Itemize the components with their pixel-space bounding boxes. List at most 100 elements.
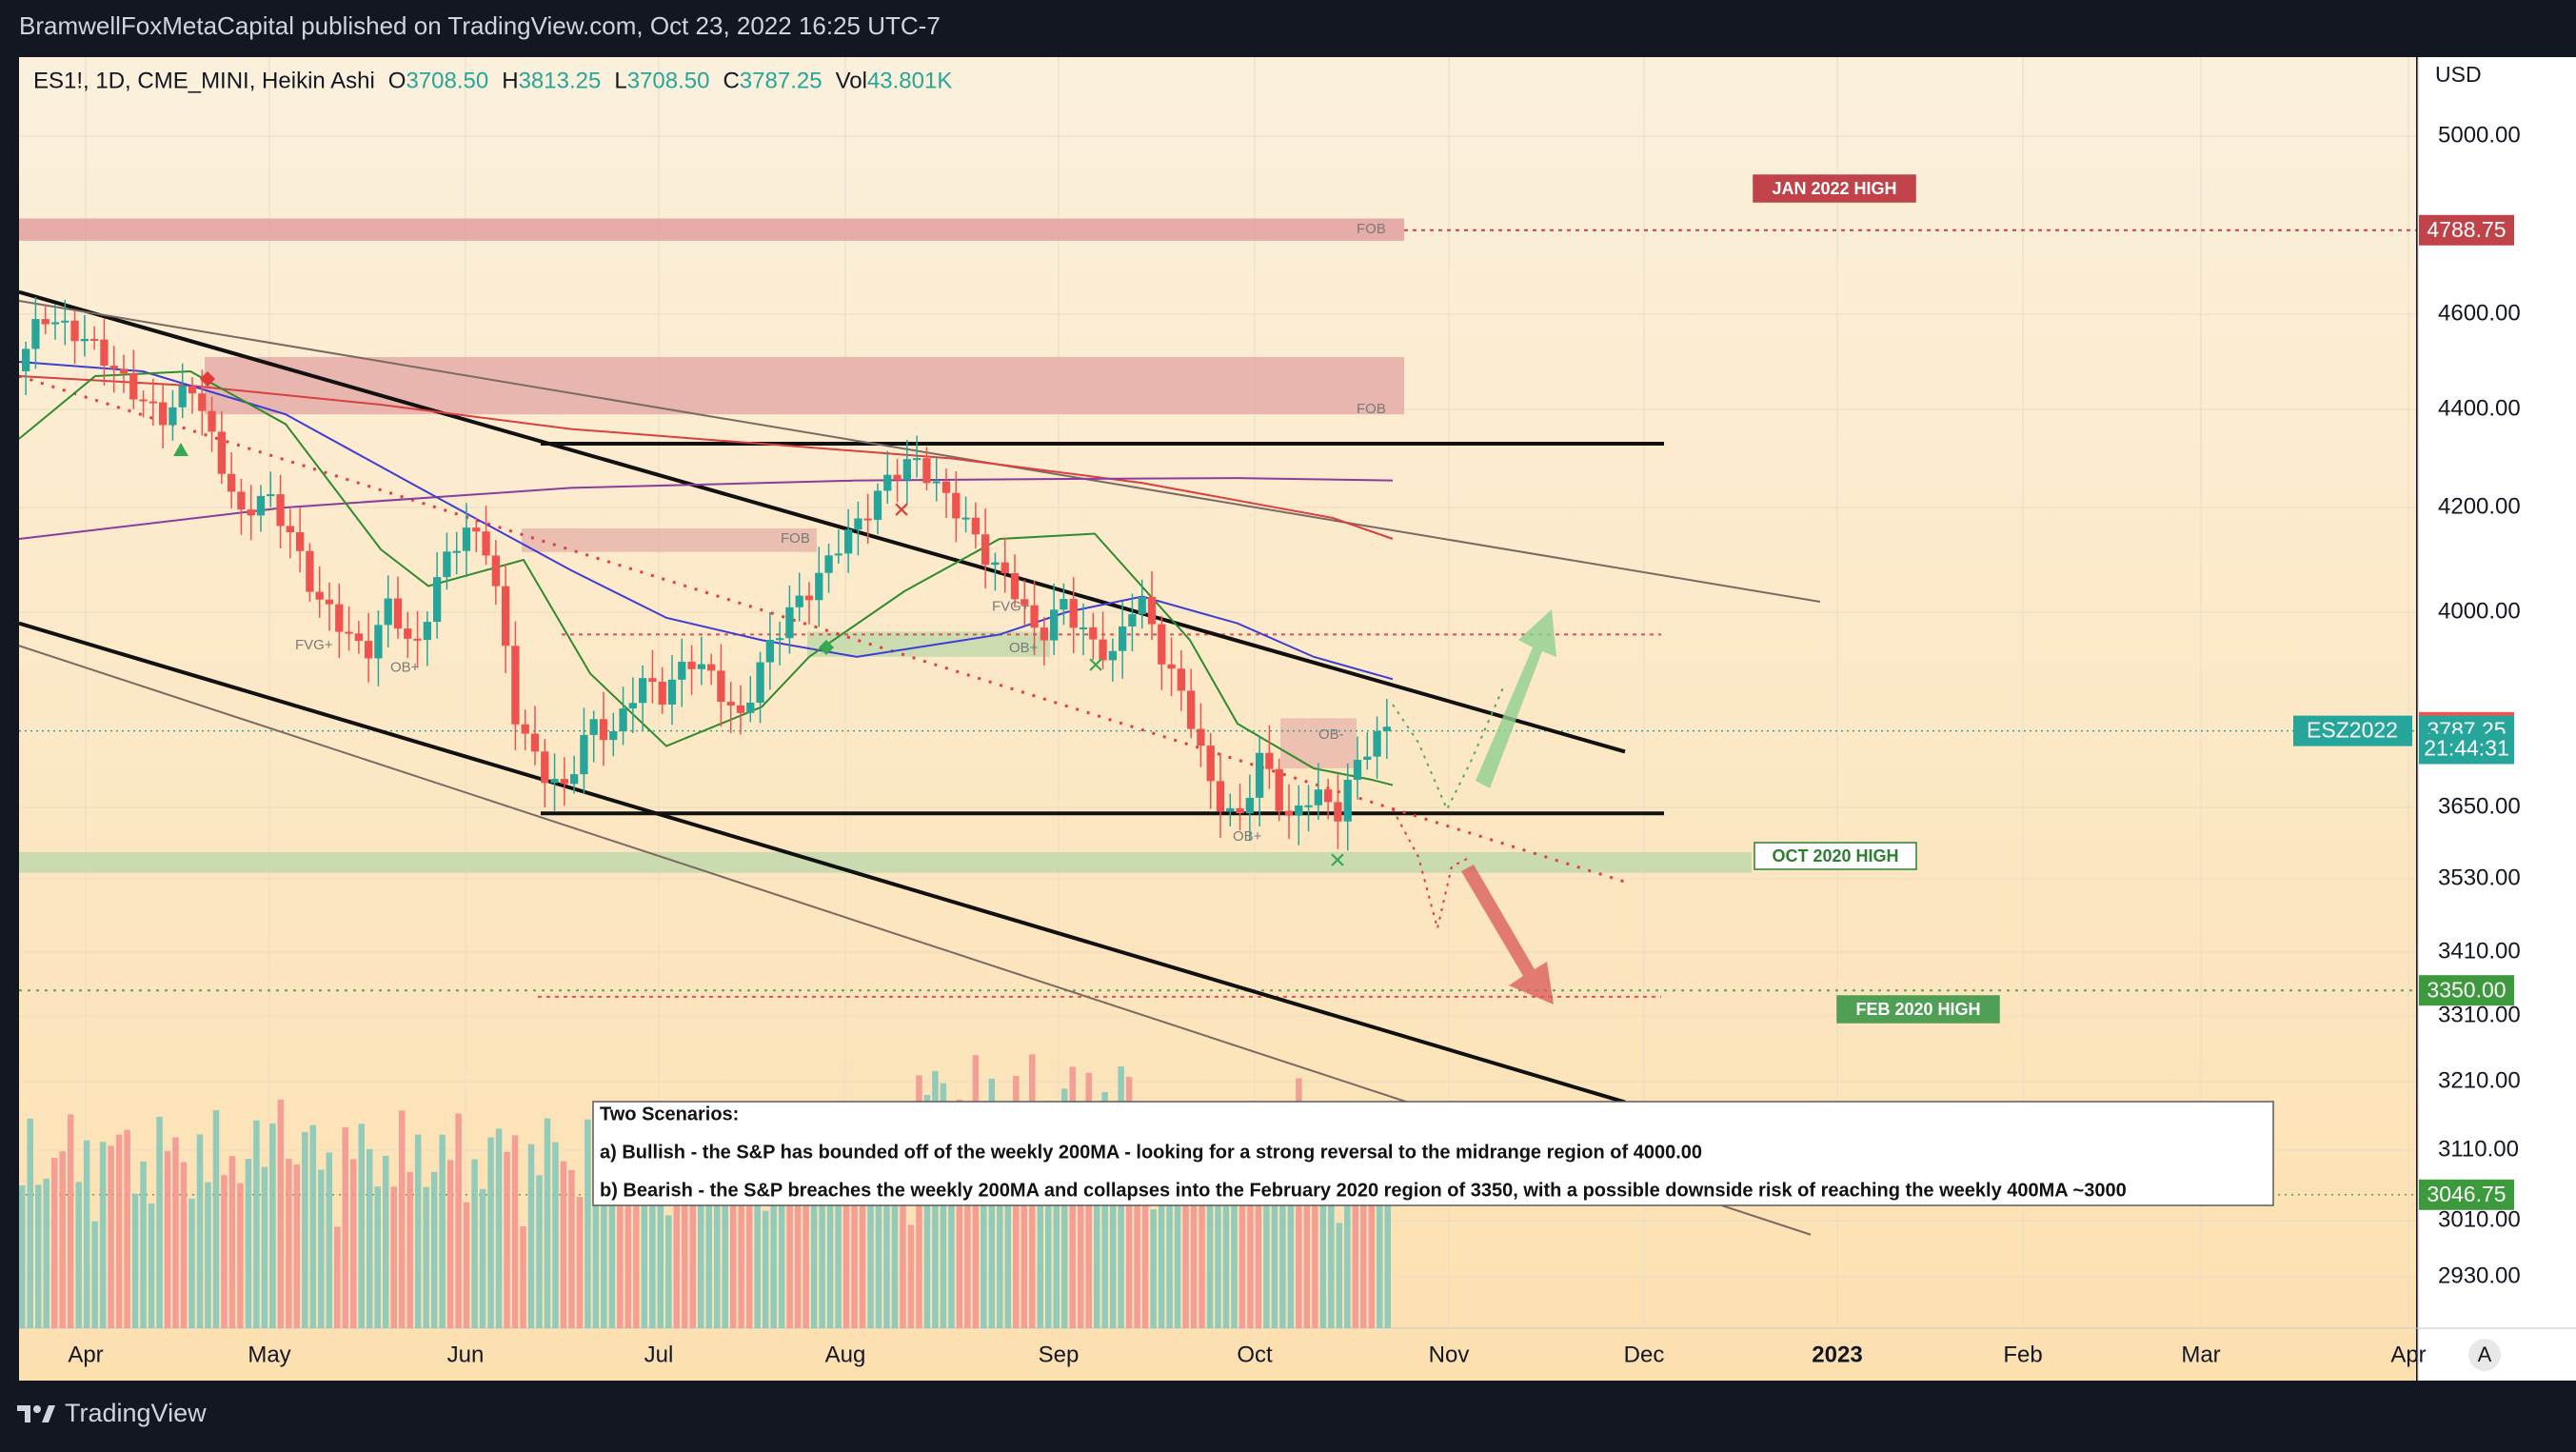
- time-tick-label: Mar: [2181, 1342, 2220, 1367]
- volume-bar: [1150, 1209, 1157, 1328]
- volume-bar: [786, 1111, 793, 1328]
- candle-body: [609, 730, 618, 741]
- volume-bar: [286, 1159, 292, 1328]
- candle-body: [90, 338, 99, 341]
- candle-body: [452, 550, 461, 553]
- volume-bar: [75, 1182, 82, 1328]
- volume-bar: [430, 1171, 438, 1328]
- zone-ob-minus-oct: [1280, 718, 1357, 768]
- volume-bar: [956, 1099, 963, 1328]
- volume-bar: [309, 1124, 317, 1328]
- candle-body: [1158, 624, 1166, 665]
- volume-bar: [1182, 1162, 1189, 1328]
- volume-bar: [722, 1198, 728, 1328]
- marker-cross-green: ×: [1087, 649, 1104, 681]
- price-tick-label: 5000.00: [2438, 122, 2521, 148]
- candle-body: [648, 678, 657, 683]
- jan-2022-high-label-text: JAN 2022 HIGH: [1772, 179, 1896, 198]
- volume-bar: [1279, 1204, 1286, 1328]
- tradingview-brand[interactable]: TradingView: [17, 1399, 207, 1428]
- time-tick-label: Apr: [68, 1342, 103, 1367]
- volume-bar: [374, 1186, 381, 1328]
- candle-body: [41, 319, 50, 325]
- volume-bar: [1166, 1167, 1173, 1328]
- candle-body: [844, 529, 853, 554]
- volume-bar: [1384, 1178, 1391, 1328]
- candle-body: [31, 319, 40, 349]
- volume-bar: [1190, 1184, 1198, 1328]
- price-tick-label: 3010.00: [2438, 1206, 2521, 1232]
- volume-bar: [91, 1221, 98, 1328]
- feb-2020-high-label-text: FEB 2020 HIGH: [1855, 1000, 1980, 1019]
- candle-body: [119, 368, 129, 374]
- candle-body: [286, 526, 294, 533]
- candle-body: [129, 373, 138, 400]
- candle-body: [423, 622, 431, 641]
- volume-bar: [665, 1215, 672, 1328]
- candle-body: [149, 401, 157, 404]
- marker-cross-red: ×: [893, 494, 910, 526]
- volume-bar: [455, 1113, 462, 1328]
- candle-body: [433, 577, 442, 623]
- candle-body: [952, 492, 961, 519]
- bearish-arrow: [1461, 865, 1554, 1004]
- scenario-annotation[interactable]: Two Scenarios: a) Bullish - the S&P has b…: [592, 1101, 2274, 1206]
- candle-body: [482, 531, 490, 556]
- price-label-bg: [2419, 733, 2514, 765]
- volume-bar: [842, 1121, 850, 1328]
- time-axis[interactable]: Apr May Jun Jul Aug Sep Oct Nov Dec 2023 Feb Mar Apr: [68, 1342, 2426, 1367]
- volume-bar: [504, 1151, 510, 1328]
- candle-body: [639, 678, 647, 704]
- candle-body: [1363, 756, 1372, 760]
- volume-bar: [27, 1118, 33, 1328]
- price-axis[interactable]: USD 5000.00 4600.00 4400.00 4200.00 4000.00 36…: [2419, 62, 2521, 1288]
- volume-bar: [1377, 1159, 1383, 1328]
- candle-body: [109, 366, 118, 369]
- volume-bar: [617, 1182, 624, 1328]
- volume-bar: [1263, 1149, 1270, 1328]
- volume-bar: [382, 1155, 389, 1328]
- auto-scale-button[interactable]: [2468, 1339, 2501, 1371]
- volume-bar: [463, 1202, 470, 1328]
- candle-body: [237, 491, 246, 510]
- candle-body: [217, 431, 226, 474]
- volume-bar: [196, 1134, 204, 1328]
- candle-body: [491, 555, 500, 587]
- candle-body: [1324, 789, 1333, 803]
- volume-bar: [682, 1141, 688, 1328]
- volume-bar: [819, 1169, 825, 1328]
- volume-bar: [237, 1183, 244, 1328]
- candle-body: [854, 518, 862, 530]
- annotation-bullish: a) Bullish - the S&P has bounded off of …: [600, 1142, 1702, 1163]
- volume-bar: [657, 1138, 664, 1328]
- volume-bar: [148, 1203, 155, 1328]
- high-value: 3813.25: [519, 68, 602, 93]
- volume-bar: [350, 1159, 357, 1328]
- volume-bar: [115, 1134, 123, 1328]
- volume-bar: [585, 1119, 591, 1328]
- candle-body: [707, 664, 716, 671]
- volume-bar: [1344, 1137, 1351, 1328]
- volume-bar: [1020, 1112, 1028, 1328]
- time-tick-label: Sep: [1039, 1342, 1080, 1367]
- candle-body: [1050, 609, 1059, 641]
- candle-body: [325, 599, 334, 605]
- candle-body: [824, 555, 833, 573]
- volume-bar: [883, 1119, 890, 1328]
- volume-bar: [778, 1188, 785, 1328]
- volume-bar: [358, 1124, 365, 1328]
- volume-bar: [1077, 1101, 1084, 1328]
- volume-bar: [293, 1164, 301, 1328]
- candle-body: [873, 490, 882, 521]
- oct-2020-high-label: OCT 2020 HIGH: [1754, 842, 1917, 870]
- volume-bar: [1238, 1203, 1246, 1328]
- price-label-bg: [2419, 214, 2514, 246]
- symbol-legend[interactable]: ES1!, 1D, CME_MINI, Heikin Ashi O 3708.50 H…: [33, 68, 952, 93]
- contract-label-text: ESZ2022: [2307, 718, 2398, 743]
- volume-bar: [228, 1156, 236, 1328]
- volume-bar: [495, 1128, 503, 1328]
- candle-body: [1382, 726, 1391, 731]
- fob-tag-upper: FOB: [1357, 401, 1386, 417]
